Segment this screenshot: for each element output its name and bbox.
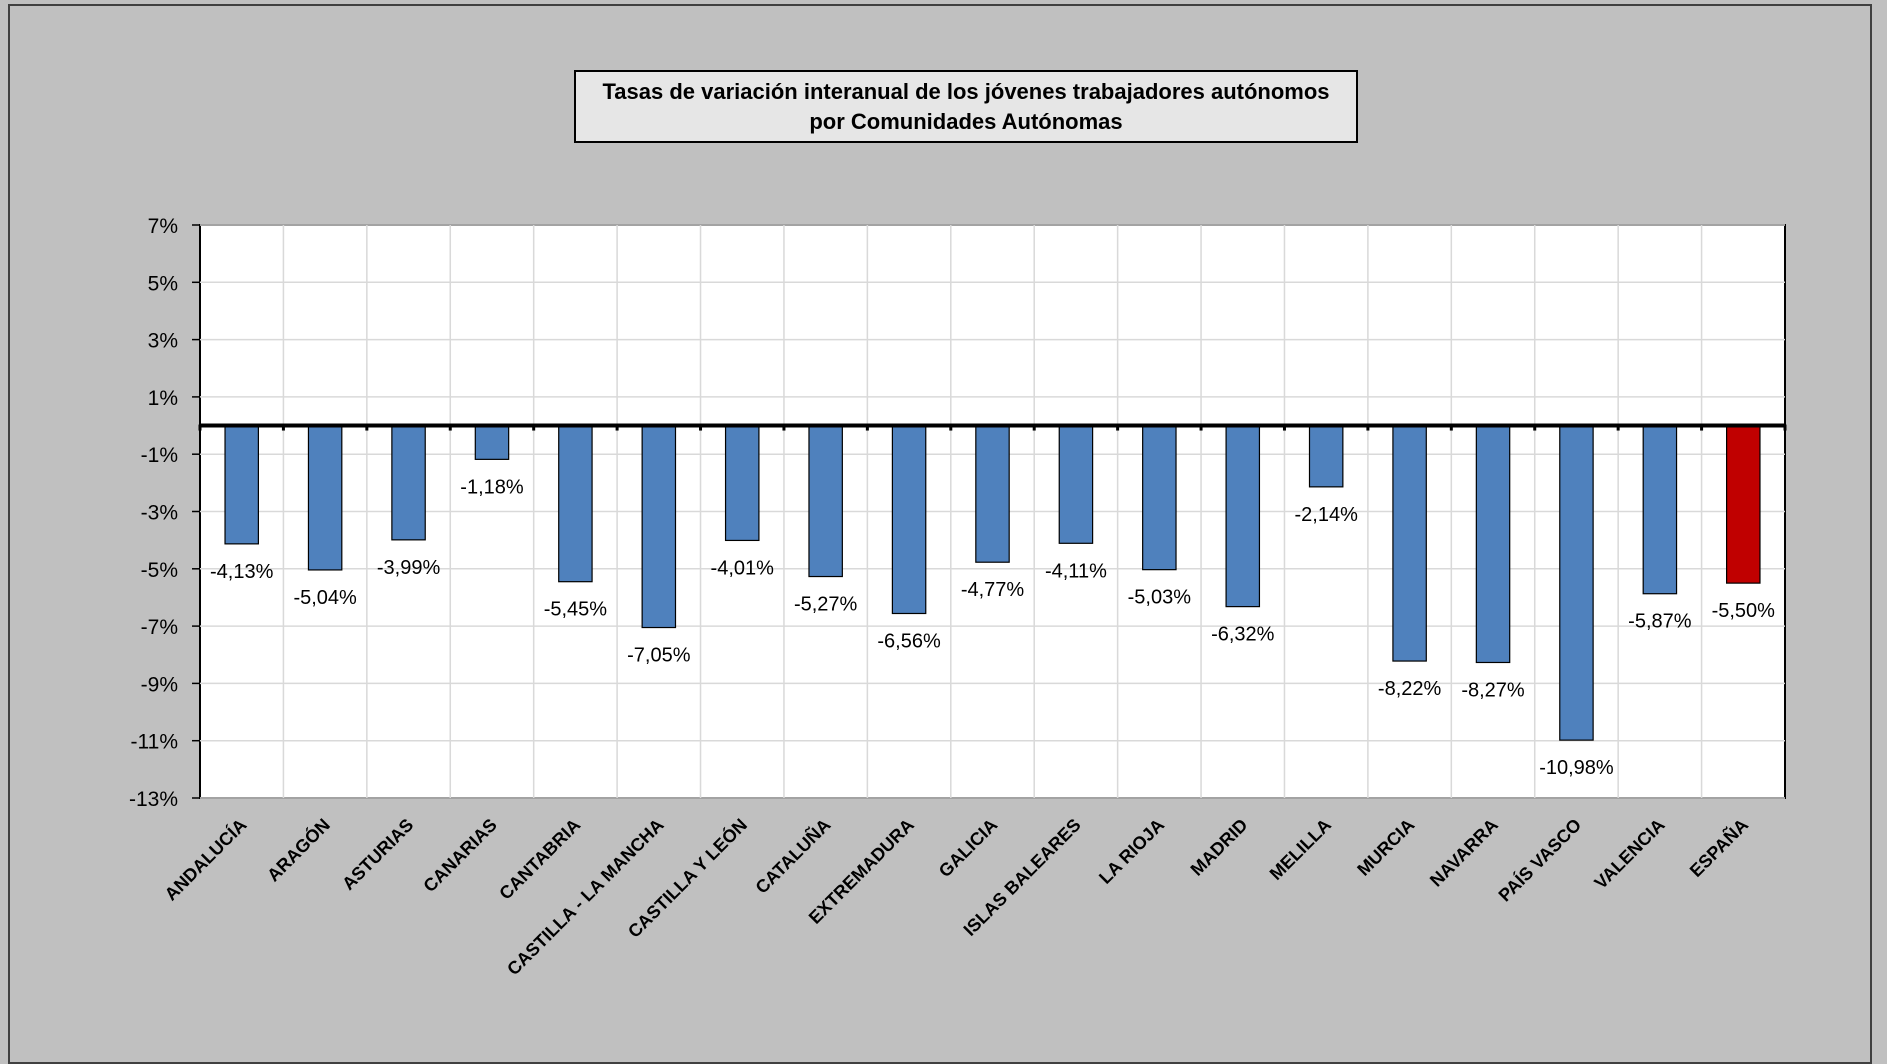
bar-5 [641,424,677,629]
y-tick-label: 3% [148,330,178,353]
y-tick-label: -5% [141,559,178,582]
bar-15 [1475,424,1511,664]
data-label: -1,18% [460,476,524,498]
x-tick-label: PAÍS VASCO [1494,814,1585,905]
data-label: -6,32% [1211,624,1275,646]
x-tick-label: ESPAÑA [1685,814,1752,881]
bar-16 [1559,424,1594,741]
bar-12 [1225,424,1261,608]
x-tick-label: CATALUÑA [751,814,835,898]
data-labels: -4,13% -5,04% -3,99% -1,18% -5,45% -7,05% -4,0… [210,476,1775,779]
data-label: -5,87% [1628,611,1692,633]
vertical-gridlines [282,225,1703,798]
x-tick-label: CANTABRIA [495,815,584,904]
data-label: -5,50% [1712,600,1776,622]
bar-6 [724,424,760,542]
bar-1 [307,424,343,571]
bar-18 [1726,424,1761,584]
y-tick-label: 7% [148,215,178,238]
x-tick-label: MELILLA [1266,815,1335,884]
bar-9 [975,424,1010,563]
bar-2 [391,424,426,541]
bar-3 [474,424,510,460]
x-tick-label: MURCIA [1353,815,1418,880]
bar-7 [808,424,843,578]
y-tick-label: 5% [148,272,178,295]
y-tick-label: -9% [141,673,178,696]
bar-17 [1642,424,1678,595]
x-axis-tick-labels: ANDALUCÍA ARAGÓN ASTURIAS CANARIASCANTABRIA… [160,814,1752,979]
data-label: -4,11% [1045,560,1107,582]
zero-axis [198,423,1787,431]
chart-title: Tasas de variación interanual de los jóv… [574,70,1358,143]
chart-title-line-2: por Comunidades Autónomas [809,108,1123,134]
y-tick-label: -1% [141,444,178,467]
data-label: -8,22% [1378,678,1442,700]
data-label: -10,98% [1539,757,1614,779]
x-tick-label: VALENCIA [1590,815,1668,893]
x-tick-label: CANARIAS [419,815,500,896]
bars [224,424,1761,741]
data-label: -5,27% [794,594,858,616]
x-tick-label: GALICIA [935,815,1001,881]
y-tick-label: -11% [131,731,178,754]
x-tick-label: ARAGÓN [263,814,334,885]
bar-10 [1058,424,1094,544]
data-label: -2,14% [1294,504,1358,526]
data-label: -8,27% [1461,679,1525,701]
bar-8 [891,424,927,615]
x-tick-label: MADRID [1187,815,1252,880]
y-tick-label: -13% [129,788,178,811]
x-tick-label: NAVARRA [1426,815,1502,891]
bar-0 [224,424,259,545]
x-tick-label: ANDALUCÍA [160,814,251,905]
bar-11 [1142,424,1177,571]
y-tick-label: -3% [141,502,178,525]
data-label: -4,01% [711,557,775,579]
bar-13 [1308,424,1344,488]
data-label: -5,04% [293,587,357,609]
x-tick-label: ASTURIAS [338,815,417,894]
data-label: -7,05% [627,645,691,667]
data-label: -5,03% [1128,587,1192,609]
data-label: -6,56% [877,630,941,652]
x-tick-label: CASTILLA - LA MANCHA [503,815,668,980]
data-label: -5,45% [544,599,608,621]
x-tick-label: LA RIOJA [1095,815,1168,888]
y-tick-label: -7% [141,616,178,639]
chart-title-line-1: Tasas de variación interanual de los jóv… [602,78,1330,104]
bar-4 [558,424,593,583]
y-tick-label: 1% [148,387,178,410]
y-axis-tick-labels: 7% 5% 3% 1% -1% -3% -5% -7% -9% -11% -13% [129,215,200,811]
bar-14 [1392,424,1427,662]
data-label: -4,77% [961,579,1025,601]
data-label: -3,99% [377,557,441,579]
horizontal-gridlines [200,224,1785,799]
data-label: -4,13% [210,561,274,583]
